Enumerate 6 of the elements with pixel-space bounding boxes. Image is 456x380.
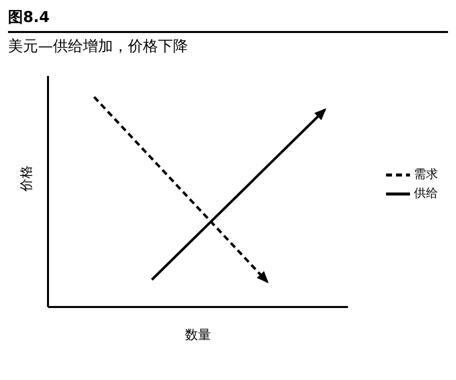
y-axis-title: 价格 xyxy=(20,166,35,192)
chart-title: 图8.4 xyxy=(8,8,448,33)
x-axis-title: 数量 xyxy=(185,328,211,343)
legend-label: 需求 xyxy=(414,166,438,183)
chart-subtitle: 美元—供给增加，价格下降 xyxy=(8,37,189,56)
legend-label: 供给 xyxy=(414,185,438,202)
